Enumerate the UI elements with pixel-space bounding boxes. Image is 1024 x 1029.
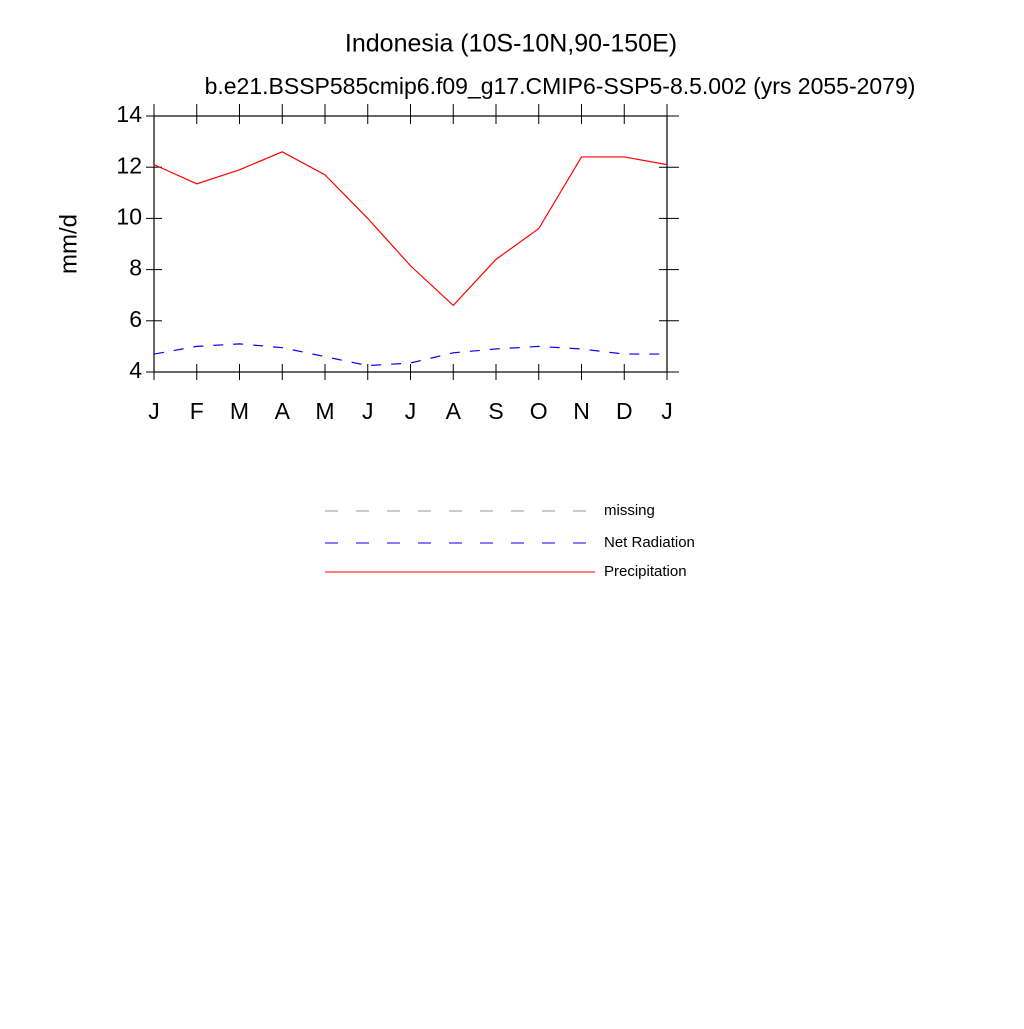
x-tick-label: M bbox=[315, 398, 334, 424]
y-tick-label: 10 bbox=[116, 203, 142, 229]
y-tick-label: 12 bbox=[116, 152, 142, 178]
x-tick-label: J bbox=[405, 398, 417, 424]
legend-label: Net Radiation bbox=[604, 534, 695, 551]
x-tick-label: J bbox=[148, 398, 160, 424]
x-tick-label: J bbox=[362, 398, 374, 424]
y-axis-label: mm/d bbox=[55, 214, 82, 274]
x-tick-label: J bbox=[661, 398, 673, 424]
legend-label: Precipitation bbox=[604, 563, 687, 580]
y-tick-label: 6 bbox=[129, 306, 142, 332]
y-tick-label: 14 bbox=[116, 101, 142, 127]
x-tick-label: A bbox=[446, 398, 462, 424]
x-tick-label: F bbox=[190, 398, 204, 424]
line-series bbox=[153, 151, 668, 307]
chart-subtitle: b.e21.BSSP585cmip6.f09_g17.CMIP6-SSP5-8.… bbox=[205, 73, 916, 99]
x-tick-label: N bbox=[573, 398, 590, 424]
y-tick-label: 4 bbox=[129, 357, 142, 383]
chart-title: Indonesia (10S-10N,90-150E) bbox=[345, 30, 677, 58]
line-series bbox=[153, 343, 667, 367]
x-tick-label: M bbox=[230, 398, 249, 424]
x-tick-label: D bbox=[616, 398, 633, 424]
y-tick-label: 8 bbox=[129, 255, 142, 281]
legend-label: missing bbox=[604, 502, 655, 519]
x-tick-label: S bbox=[488, 398, 503, 424]
x-tick-label: A bbox=[275, 398, 291, 424]
x-tick-label: O bbox=[530, 398, 548, 424]
